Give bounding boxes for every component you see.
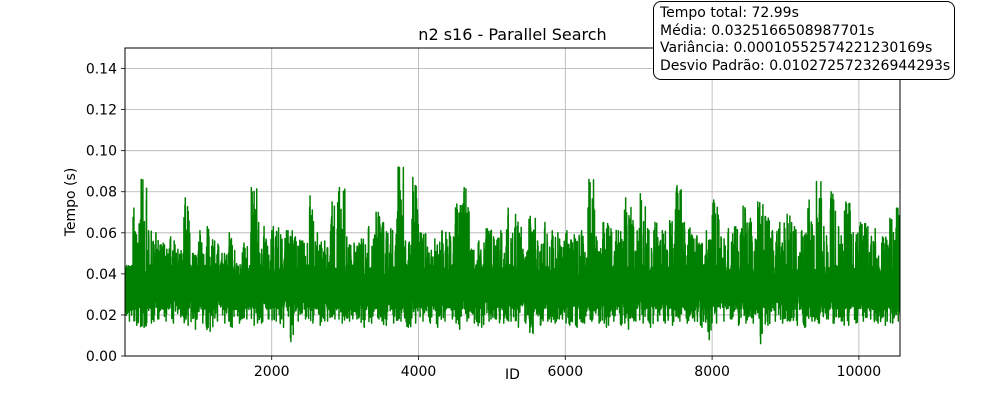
y-axis: 0.00 0.02 0.04 0.06 0.08 0.10 0.12 0.14	[86, 62, 125, 365]
plot-area	[124, 47, 901, 357]
total-time-text: Tempo total: 72.99s	[660, 5, 799, 21]
y-tick-label: 0.14	[86, 62, 117, 78]
y-tick-label: 0.10	[86, 144, 117, 160]
x-tick-label: 6000	[547, 364, 583, 380]
x-tick-label: 4000	[401, 364, 437, 380]
y-tick-label: 0.02	[86, 308, 117, 324]
y-tick-label: 0.04	[86, 267, 117, 283]
variance-text: Variância: 0.00010552574221230169s	[660, 40, 933, 56]
y-tick-label: 0.00	[86, 349, 117, 365]
x-axis-label: ID	[505, 367, 520, 383]
x-axis: 2000 4000 6000 8000 10000	[254, 356, 881, 380]
y-tick-label: 0.06	[86, 226, 117, 242]
x-tick-label: 2000	[254, 364, 290, 380]
x-tick-label: 8000	[694, 364, 730, 380]
mean-text: Média: 0.0325166508987701s	[660, 22, 875, 39]
y-tick-label: 0.12	[86, 103, 117, 119]
std-dev-text: Desvio Padrão: 0.010272572326944293s	[660, 57, 951, 74]
y-axis-label: Tempo (s)	[63, 168, 79, 238]
series-line	[125, 166, 900, 345]
series-layer	[125, 166, 900, 345]
stats-annotation-box: Tempo total: 72.99s Média: 0.03251665089…	[653, 1, 955, 80]
x-tick-label: 10000	[837, 364, 882, 380]
chart-title: n2 s16 - Parallel Search	[418, 25, 606, 44]
y-tick-label: 0.08	[86, 185, 117, 201]
